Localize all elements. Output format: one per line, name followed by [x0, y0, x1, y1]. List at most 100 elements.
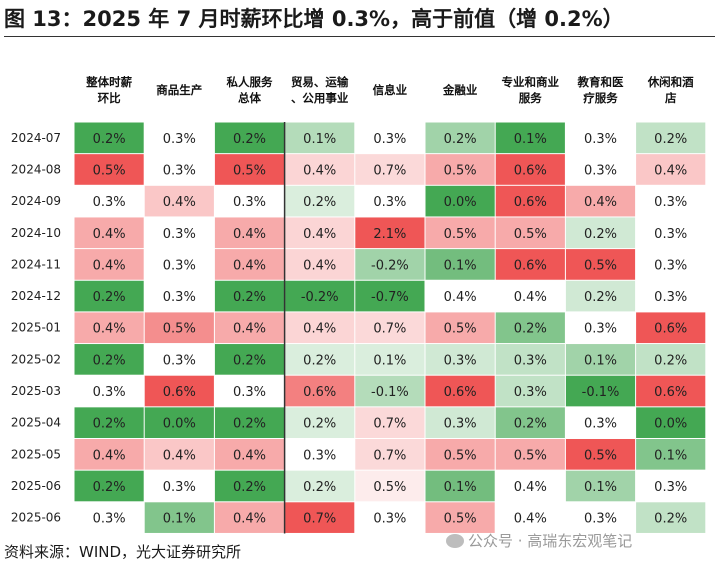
heatmap-cell: [565, 312, 636, 344]
cell-value: 0.4%: [303, 322, 336, 337]
heatmap-cell: [565, 217, 636, 249]
column-label: 专业和商业: [502, 75, 560, 89]
heatmap-cell: [74, 154, 144, 185]
row-label: 2024-09: [11, 194, 61, 208]
cell-value: 0.5%: [444, 448, 477, 463]
row-label: 2024-08: [11, 162, 61, 176]
heatmap-cell: [425, 344, 495, 375]
cell-value: 0.4%: [444, 290, 477, 305]
heatmap-cell: [214, 439, 285, 470]
cell-value: 0.6%: [163, 385, 196, 400]
cell-value: 0.3%: [163, 258, 196, 273]
cell-value: 0.4%: [233, 512, 266, 527]
row-label: 2025-03: [11, 384, 61, 398]
heatmap-cell: [355, 249, 425, 280]
heatmap-cell: [285, 280, 355, 312]
heatmap-cell: [565, 249, 636, 280]
row-label: 2025-02: [11, 352, 61, 366]
row-label: 2025-05: [11, 447, 61, 461]
cell-value: 0.5%: [584, 448, 617, 463]
heatmap-cell: [495, 375, 565, 407]
cell-value: 0.3%: [654, 195, 687, 210]
heatmap-cell: [636, 280, 706, 312]
heatmap-cell: [355, 344, 425, 375]
cell-value: 0.7%: [373, 163, 406, 178]
cell-value: 0.4%: [233, 322, 266, 337]
row-label: 2024-10: [11, 226, 61, 240]
heatmap-cell: [495, 154, 565, 185]
watermark-text: 公众号 · 高瑞东宏观笔记: [468, 532, 633, 550]
cell-value: 0.2%: [514, 322, 547, 337]
heatmap-cell: [565, 470, 636, 502]
chart-title: 图 13：2025 年 7 月时薪环比增 0.3%，高于前值（增 0.2%）: [4, 2, 715, 37]
cell-value: 0.2%: [303, 195, 336, 210]
heatmap-cell: [425, 154, 495, 185]
heatmap-cell: [355, 185, 425, 217]
heatmap-cell: [144, 375, 214, 407]
heatmap-cell: [214, 217, 285, 249]
cell-value: 0.2%: [233, 290, 266, 305]
cell-value: 0.3%: [584, 322, 617, 337]
cell-value: 0.3%: [373, 512, 406, 527]
heatmap-cell: [425, 122, 495, 154]
heatmap-cell: [636, 375, 706, 407]
heatmap-cell: [74, 185, 144, 217]
heatmap-cell: [636, 439, 706, 470]
cell-value: 0.2%: [654, 132, 687, 147]
cell-value: 0.3%: [514, 353, 547, 368]
cell-value: 0.3%: [93, 195, 126, 210]
heatmap-cell: [495, 439, 565, 470]
heatmap-cell: [74, 217, 144, 249]
heatmap-cell: [214, 375, 285, 407]
cell-value: 0.6%: [514, 258, 547, 273]
heatmap-cell: [144, 344, 214, 375]
column-label: 、公用事业: [291, 91, 349, 105]
row-label: 2025-01: [11, 321, 61, 335]
heatmap-cell: [636, 185, 706, 217]
cell-value: 0.2%: [233, 353, 266, 368]
heatmap-cell: [565, 122, 636, 154]
cell-value: 0.5%: [93, 163, 126, 178]
heatmap-cell: [74, 122, 144, 154]
cell-value: 0.1%: [444, 480, 477, 495]
cell-value: 0.2%: [233, 417, 266, 432]
cell-value: -0.2%: [301, 290, 339, 305]
heatmap-cell: [144, 249, 214, 280]
cell-value: 0.6%: [444, 385, 477, 400]
heatmap-cell: [636, 249, 706, 280]
heatmap-cell: [214, 344, 285, 375]
cell-value: 0.1%: [373, 353, 406, 368]
cell-value: 0.6%: [514, 195, 547, 210]
cell-value: -0.7%: [371, 290, 409, 305]
row-label: 2024-11: [11, 257, 61, 271]
cell-value: 0.0%: [163, 417, 196, 432]
cell-value: 0.5%: [514, 227, 547, 242]
cell-value: 0.5%: [444, 512, 477, 527]
column-label: 整体时薪: [85, 75, 132, 89]
cell-value: 0.1%: [584, 480, 617, 495]
heatmap-cell: [74, 312, 144, 344]
heatmap-cell: [355, 407, 425, 438]
cell-value: 0.3%: [654, 227, 687, 242]
heatmap-cell: [285, 312, 355, 344]
cell-value: 0.3%: [444, 353, 477, 368]
cell-value: 0.4%: [93, 322, 126, 337]
heatmap-cell: [144, 185, 214, 217]
column-label: 服务: [519, 91, 542, 105]
cell-value: -0.2%: [371, 258, 409, 273]
heatmap-cell: [495, 280, 565, 312]
cell-value: 0.5%: [233, 163, 266, 178]
cell-value: 0.4%: [93, 227, 126, 242]
watermark: 公众号 · 高瑞东宏观笔记: [446, 531, 632, 551]
cell-value: 0.3%: [654, 258, 687, 273]
heatmap-cell: [495, 249, 565, 280]
cell-value: 0.0%: [654, 417, 687, 432]
row-label: 2025-04: [11, 416, 61, 430]
cell-value: 0.3%: [163, 227, 196, 242]
heatmap-cell: [144, 154, 214, 185]
heatmap-cell: [144, 280, 214, 312]
heatmap-cell: [144, 407, 214, 438]
column-label: 信息业: [373, 83, 408, 97]
heatmap-cell: [214, 312, 285, 344]
